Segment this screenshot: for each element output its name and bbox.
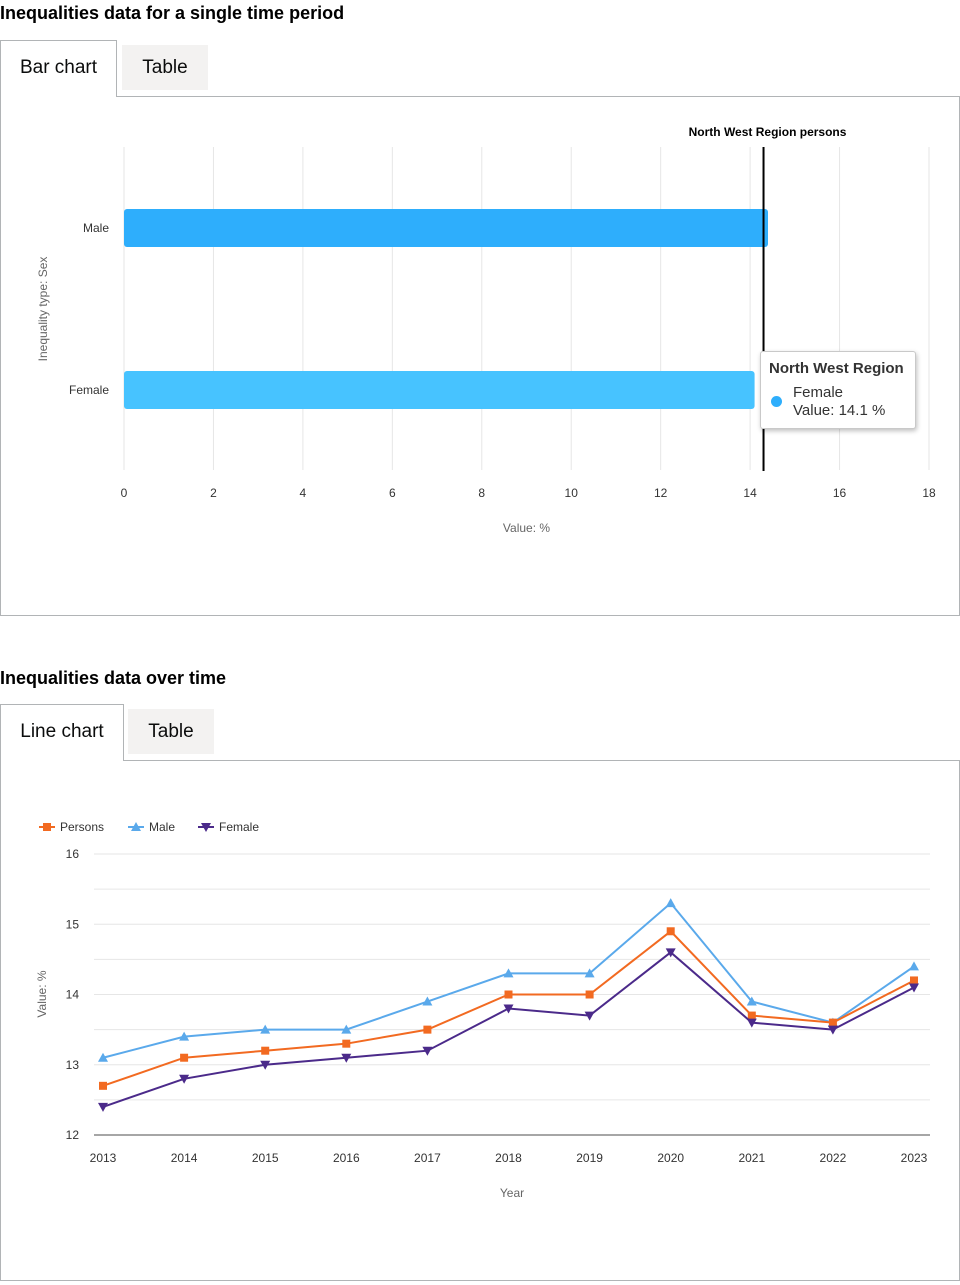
- data-point: [584, 1011, 595, 1021]
- data-point: [504, 990, 513, 999]
- series-female: [98, 948, 919, 1112]
- line-chart: 12 13 14 15 16 2013 2014 2015 2016 2017 2018 2019 20…: [35, 820, 930, 1200]
- reference-line-label: North West Region persons: [689, 125, 847, 139]
- data-point: [665, 948, 676, 958]
- legend-label: Female: [219, 820, 259, 834]
- data-point: [180, 1053, 189, 1062]
- x-tick-label: 14: [743, 486, 757, 500]
- data-point: [201, 823, 211, 832]
- x-tick-label: 2021: [738, 1151, 765, 1165]
- x-tick-label: 2014: [171, 1151, 198, 1165]
- data-point: [422, 1046, 433, 1056]
- data-point: [503, 968, 514, 978]
- data-point: [747, 1011, 756, 1020]
- data-point: [585, 990, 594, 999]
- tooltip-series-name: Female: [793, 384, 844, 401]
- data-point: [827, 1025, 838, 1035]
- data-point: [43, 823, 51, 831]
- data-point: [422, 996, 433, 1006]
- data-point: [98, 1052, 108, 1062]
- y-tick-label: 14: [66, 988, 80, 1002]
- data-point: [99, 1081, 107, 1090]
- data-point: [98, 1102, 108, 1112]
- x-tick-label: 2020: [657, 1151, 684, 1165]
- x-tick-label: 18: [922, 486, 936, 500]
- data-point: [746, 1018, 757, 1028]
- series-persons: [99, 927, 918, 1090]
- data-point: [666, 927, 675, 936]
- chart-tooltip: North West Region Female Value: 14.1 %: [760, 351, 916, 429]
- y-axis-title: Value: %: [35, 970, 49, 1017]
- data-point: [828, 1018, 837, 1027]
- data-point: [179, 1031, 190, 1041]
- x-axis-title: Value: %: [503, 521, 550, 535]
- legend-label: Persons: [60, 820, 104, 834]
- x-tick-label: 2015: [252, 1151, 279, 1165]
- legend-item-male: Male: [128, 820, 175, 834]
- data-point: [584, 968, 595, 978]
- x-tick-label: 16: [833, 486, 847, 500]
- data-point: [341, 1053, 352, 1063]
- x-tick-label: 2023: [901, 1151, 928, 1165]
- data-point: [179, 1074, 190, 1084]
- tooltip-series-dot: [771, 396, 782, 407]
- x-tick-label: 2017: [414, 1151, 441, 1165]
- bar: [124, 209, 768, 247]
- x-tick-label: 2016: [333, 1151, 360, 1165]
- legend-item-female: Female: [198, 820, 259, 834]
- legend-label: Male: [149, 820, 175, 834]
- section-title-over-time: Inequalities data over time: [0, 668, 227, 688]
- data-point: [342, 1039, 351, 1048]
- data-point: [909, 983, 919, 993]
- tab-bar-chart[interactable]: Bar chart: [0, 40, 117, 97]
- data-point: [341, 1024, 352, 1034]
- y-tick-label: 12: [66, 1128, 80, 1142]
- data-point: [260, 1024, 271, 1034]
- y-tick-label: 15: [66, 917, 80, 931]
- data-point: [423, 1025, 432, 1034]
- data-point: [503, 1004, 514, 1014]
- x-tick-label: 10: [565, 486, 579, 500]
- data-point: [131, 822, 141, 831]
- x-axis-title: Year: [500, 1186, 524, 1200]
- data-point: [665, 898, 676, 908]
- x-tick-label: 8: [478, 486, 485, 500]
- y-tick-label: 16: [66, 847, 80, 861]
- data-point: [909, 961, 919, 971]
- y-category-label: Male: [83, 221, 109, 235]
- series-male: [98, 898, 919, 1062]
- legend-item-persons: Persons: [39, 820, 104, 834]
- tab-table-single-period[interactable]: Table: [122, 45, 208, 90]
- tooltip-title: North West Region: [769, 360, 904, 377]
- y-tick-label: 13: [66, 1058, 80, 1072]
- tooltip-value: Value: 14.1 %: [793, 402, 886, 419]
- data-point: [261, 1046, 270, 1055]
- y-category-label: Female: [69, 383, 109, 397]
- x-tick-label: 6: [389, 486, 396, 500]
- bar: [124, 371, 755, 409]
- tab-line-chart[interactable]: Line chart: [0, 704, 124, 761]
- x-tick-label: 2018: [495, 1151, 522, 1165]
- tooltip-row: Female Value: 14.1 %: [769, 384, 907, 420]
- x-tick-label: 2013: [90, 1151, 117, 1165]
- tab-table-over-time[interactable]: Table: [128, 709, 214, 754]
- y-axis-title: Inequality type: Sex: [36, 257, 50, 362]
- x-tick-label: 0: [121, 486, 128, 500]
- x-tick-label: 12: [654, 486, 668, 500]
- section-title-single-period: Inequalities data for a single time peri…: [0, 3, 345, 23]
- series-line: [102, 901, 915, 1059]
- data-point: [746, 996, 757, 1006]
- x-tick-label: 2022: [820, 1151, 847, 1165]
- x-tick-label: 4: [300, 486, 307, 500]
- line-chart-panel: 12 13 14 15 16 2013 2014 2015 2016 2017 2018 2019 20…: [0, 760, 960, 1281]
- x-tick-label: 2019: [576, 1151, 603, 1165]
- x-tick-label: 2: [210, 486, 217, 500]
- data-point: [260, 1060, 271, 1070]
- data-point: [910, 976, 918, 985]
- bar-chart-panel: 0 2 4 6 8 10 12 14 16 18 Male Female North West Regi…: [0, 96, 960, 616]
